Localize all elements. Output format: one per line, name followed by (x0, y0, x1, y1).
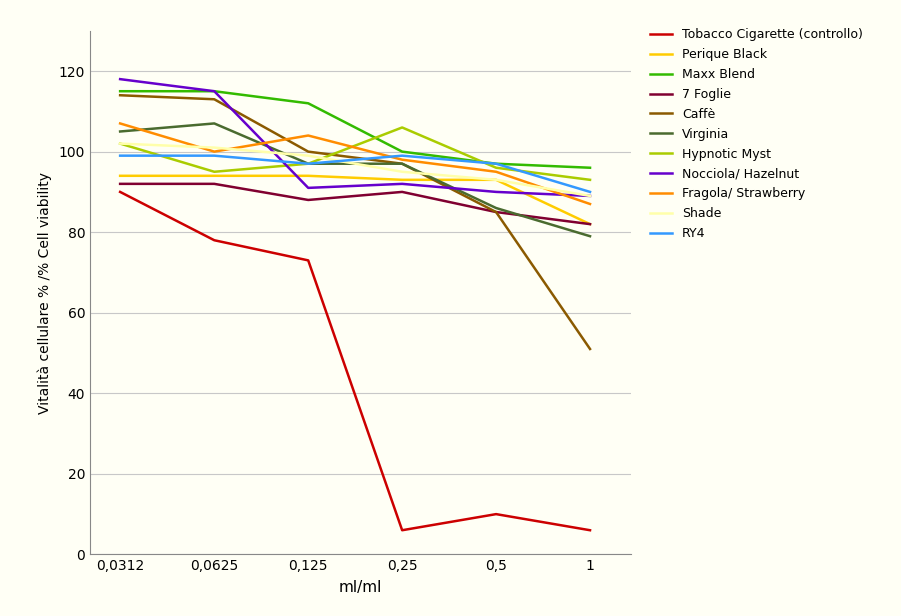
RY4 (585, 188, 596, 196)
Caffè (114, 92, 125, 99)
X-axis label: ml/ml: ml/ml (339, 580, 382, 595)
Tobacco Cigarette (controllo) (114, 188, 125, 196)
Line: Hypnotic Myst: Hypnotic Myst (120, 128, 590, 180)
Nocciola/ Hazelnut (491, 188, 502, 196)
Shade (396, 168, 407, 176)
Line: 7 Foglie: 7 Foglie (120, 184, 590, 224)
Nocciola/ Hazelnut (209, 87, 220, 95)
Hypnotic Myst (491, 164, 502, 171)
Perique Black (114, 172, 125, 179)
Line: Fragola/ Strawberry: Fragola/ Strawberry (120, 123, 590, 204)
7 Foglie (491, 208, 502, 216)
RY4 (209, 152, 220, 160)
Line: Perique Black: Perique Black (120, 176, 590, 224)
Line: Nocciola/ Hazelnut: Nocciola/ Hazelnut (120, 79, 590, 196)
Shade (303, 152, 314, 160)
Nocciola/ Hazelnut (585, 192, 596, 200)
Legend: Tobacco Cigarette (controllo), Perique Black, Maxx Blend, 7 Foglie, Caffè, Virgi: Tobacco Cigarette (controllo), Perique B… (646, 25, 867, 244)
Perique Black (396, 176, 407, 184)
Shade (114, 140, 125, 147)
RY4 (114, 152, 125, 160)
RY4 (491, 160, 502, 168)
Perique Black (209, 172, 220, 179)
Virginia (585, 232, 596, 240)
Caffè (585, 346, 596, 353)
Shade (491, 176, 502, 184)
Maxx Blend (303, 100, 314, 107)
Virginia (114, 128, 125, 135)
Line: Caffè: Caffè (120, 95, 590, 349)
Maxx Blend (396, 148, 407, 155)
7 Foglie (585, 221, 596, 228)
Maxx Blend (491, 160, 502, 168)
Fragola/ Strawberry (303, 132, 314, 139)
Fragola/ Strawberry (585, 200, 596, 208)
Nocciola/ Hazelnut (114, 75, 125, 83)
Fragola/ Strawberry (396, 156, 407, 163)
Caffè (209, 95, 220, 103)
RY4 (303, 160, 314, 168)
Caffè (396, 160, 407, 168)
Hypnotic Myst (585, 176, 596, 184)
Tobacco Cigarette (controllo) (209, 237, 220, 244)
Virginia (209, 120, 220, 127)
Maxx Blend (209, 87, 220, 95)
Hypnotic Myst (114, 140, 125, 147)
Nocciola/ Hazelnut (396, 180, 407, 187)
Tobacco Cigarette (controllo) (585, 527, 596, 534)
Fragola/ Strawberry (209, 148, 220, 155)
Line: Virginia: Virginia (120, 123, 590, 236)
Virginia (491, 205, 502, 212)
Line: Maxx Blend: Maxx Blend (120, 91, 590, 168)
7 Foglie (303, 197, 314, 204)
Maxx Blend (114, 87, 125, 95)
7 Foglie (396, 188, 407, 196)
Tobacco Cigarette (controllo) (491, 511, 502, 518)
Perique Black (585, 221, 596, 228)
Hypnotic Myst (303, 160, 314, 168)
Maxx Blend (585, 164, 596, 171)
Virginia (396, 160, 407, 168)
Line: RY4: RY4 (120, 156, 590, 192)
Perique Black (491, 176, 502, 184)
Shade (585, 192, 596, 200)
Caffè (491, 208, 502, 216)
Virginia (303, 160, 314, 168)
Fragola/ Strawberry (114, 120, 125, 127)
Y-axis label: Vitalità cellulare % /% Cell viability: Vitalità cellulare % /% Cell viability (38, 172, 52, 413)
Line: Tobacco Cigarette (controllo): Tobacco Cigarette (controllo) (120, 192, 590, 530)
Tobacco Cigarette (controllo) (303, 257, 314, 264)
Perique Black (303, 172, 314, 179)
Line: Shade: Shade (120, 144, 590, 196)
Shade (209, 144, 220, 152)
Nocciola/ Hazelnut (303, 184, 314, 192)
RY4 (396, 152, 407, 160)
Tobacco Cigarette (controllo) (396, 527, 407, 534)
Fragola/ Strawberry (491, 168, 502, 176)
Hypnotic Myst (209, 168, 220, 176)
7 Foglie (209, 180, 220, 187)
Hypnotic Myst (396, 124, 407, 131)
Caffè (303, 148, 314, 155)
7 Foglie (114, 180, 125, 187)
